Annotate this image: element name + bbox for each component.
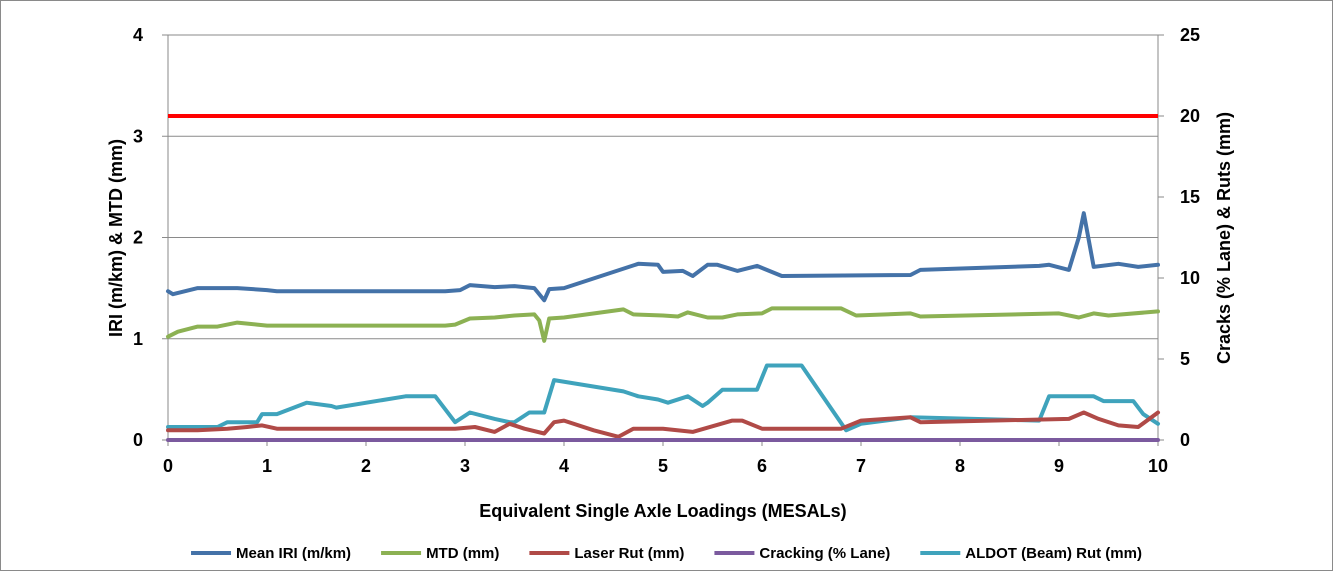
x-tick-label: 0 bbox=[163, 456, 173, 476]
y-left-tick-label: 0 bbox=[133, 430, 143, 450]
y-left-tick-label: 2 bbox=[133, 228, 143, 248]
y-right-tick-label: 0 bbox=[1180, 430, 1190, 450]
y-right-tick-label: 25 bbox=[1180, 25, 1200, 45]
x-tick-label: 5 bbox=[658, 456, 668, 476]
y-right-tick-label: 10 bbox=[1180, 268, 1200, 288]
legend-label: Mean IRI (m/km) bbox=[236, 545, 351, 562]
legend-label: ALDOT (Beam) Rut (mm) bbox=[965, 545, 1142, 562]
x-tick-label: 1 bbox=[262, 456, 272, 476]
y-left-tick-label: 4 bbox=[133, 25, 143, 45]
x-tick-label: 7 bbox=[856, 456, 866, 476]
y-right-tick-label: 20 bbox=[1180, 106, 1200, 126]
x-tick-label: 6 bbox=[757, 456, 767, 476]
legend-label: Laser Rut (mm) bbox=[574, 545, 684, 562]
x-tick-label: 4 bbox=[559, 456, 569, 476]
series-line-mtd-mm bbox=[166, 306, 1160, 343]
legend-label: Cracking (% Lane) bbox=[759, 545, 890, 562]
series-lines bbox=[166, 114, 1160, 442]
y-axis-right-title: Cracks (% Lane) & Ruts (mm) bbox=[1214, 112, 1234, 364]
x-tick-label: 10 bbox=[1148, 456, 1168, 476]
series-line-aldot-beam-rut-mm bbox=[166, 363, 1160, 433]
series-line-laser-rut-mm bbox=[166, 410, 1160, 439]
x-tick-label: 9 bbox=[1054, 456, 1064, 476]
tick-labels: 0 1 2 3 4 0 5 10 15 20 25 0 1 2 3 4 5 6 7 8 9 10 bbox=[133, 25, 1200, 476]
x-tick-label: 8 bbox=[955, 456, 965, 476]
y-right-tick-label: 15 bbox=[1180, 187, 1200, 207]
legend-label: MTD (mm) bbox=[426, 545, 499, 562]
y-left-tick-label: 3 bbox=[133, 126, 143, 146]
x-tick-label: 2 bbox=[361, 456, 371, 476]
x-tick-label: 3 bbox=[460, 456, 470, 476]
gridlines bbox=[168, 34, 1158, 340]
legend: Mean IRI (m/km) MTD (mm) Laser Rut (mm) Cra… bbox=[191, 545, 1142, 562]
x-axis-title: Equivalent Single Axle Loadings (MESALs) bbox=[479, 501, 846, 521]
y-right-tick-label: 5 bbox=[1180, 349, 1190, 369]
y-left-tick-label: 1 bbox=[133, 329, 143, 349]
series-line-mean-iri-m-km bbox=[166, 211, 1160, 303]
y-axis-left-title: IRI (m/km) & MTD (mm) bbox=[106, 139, 126, 337]
